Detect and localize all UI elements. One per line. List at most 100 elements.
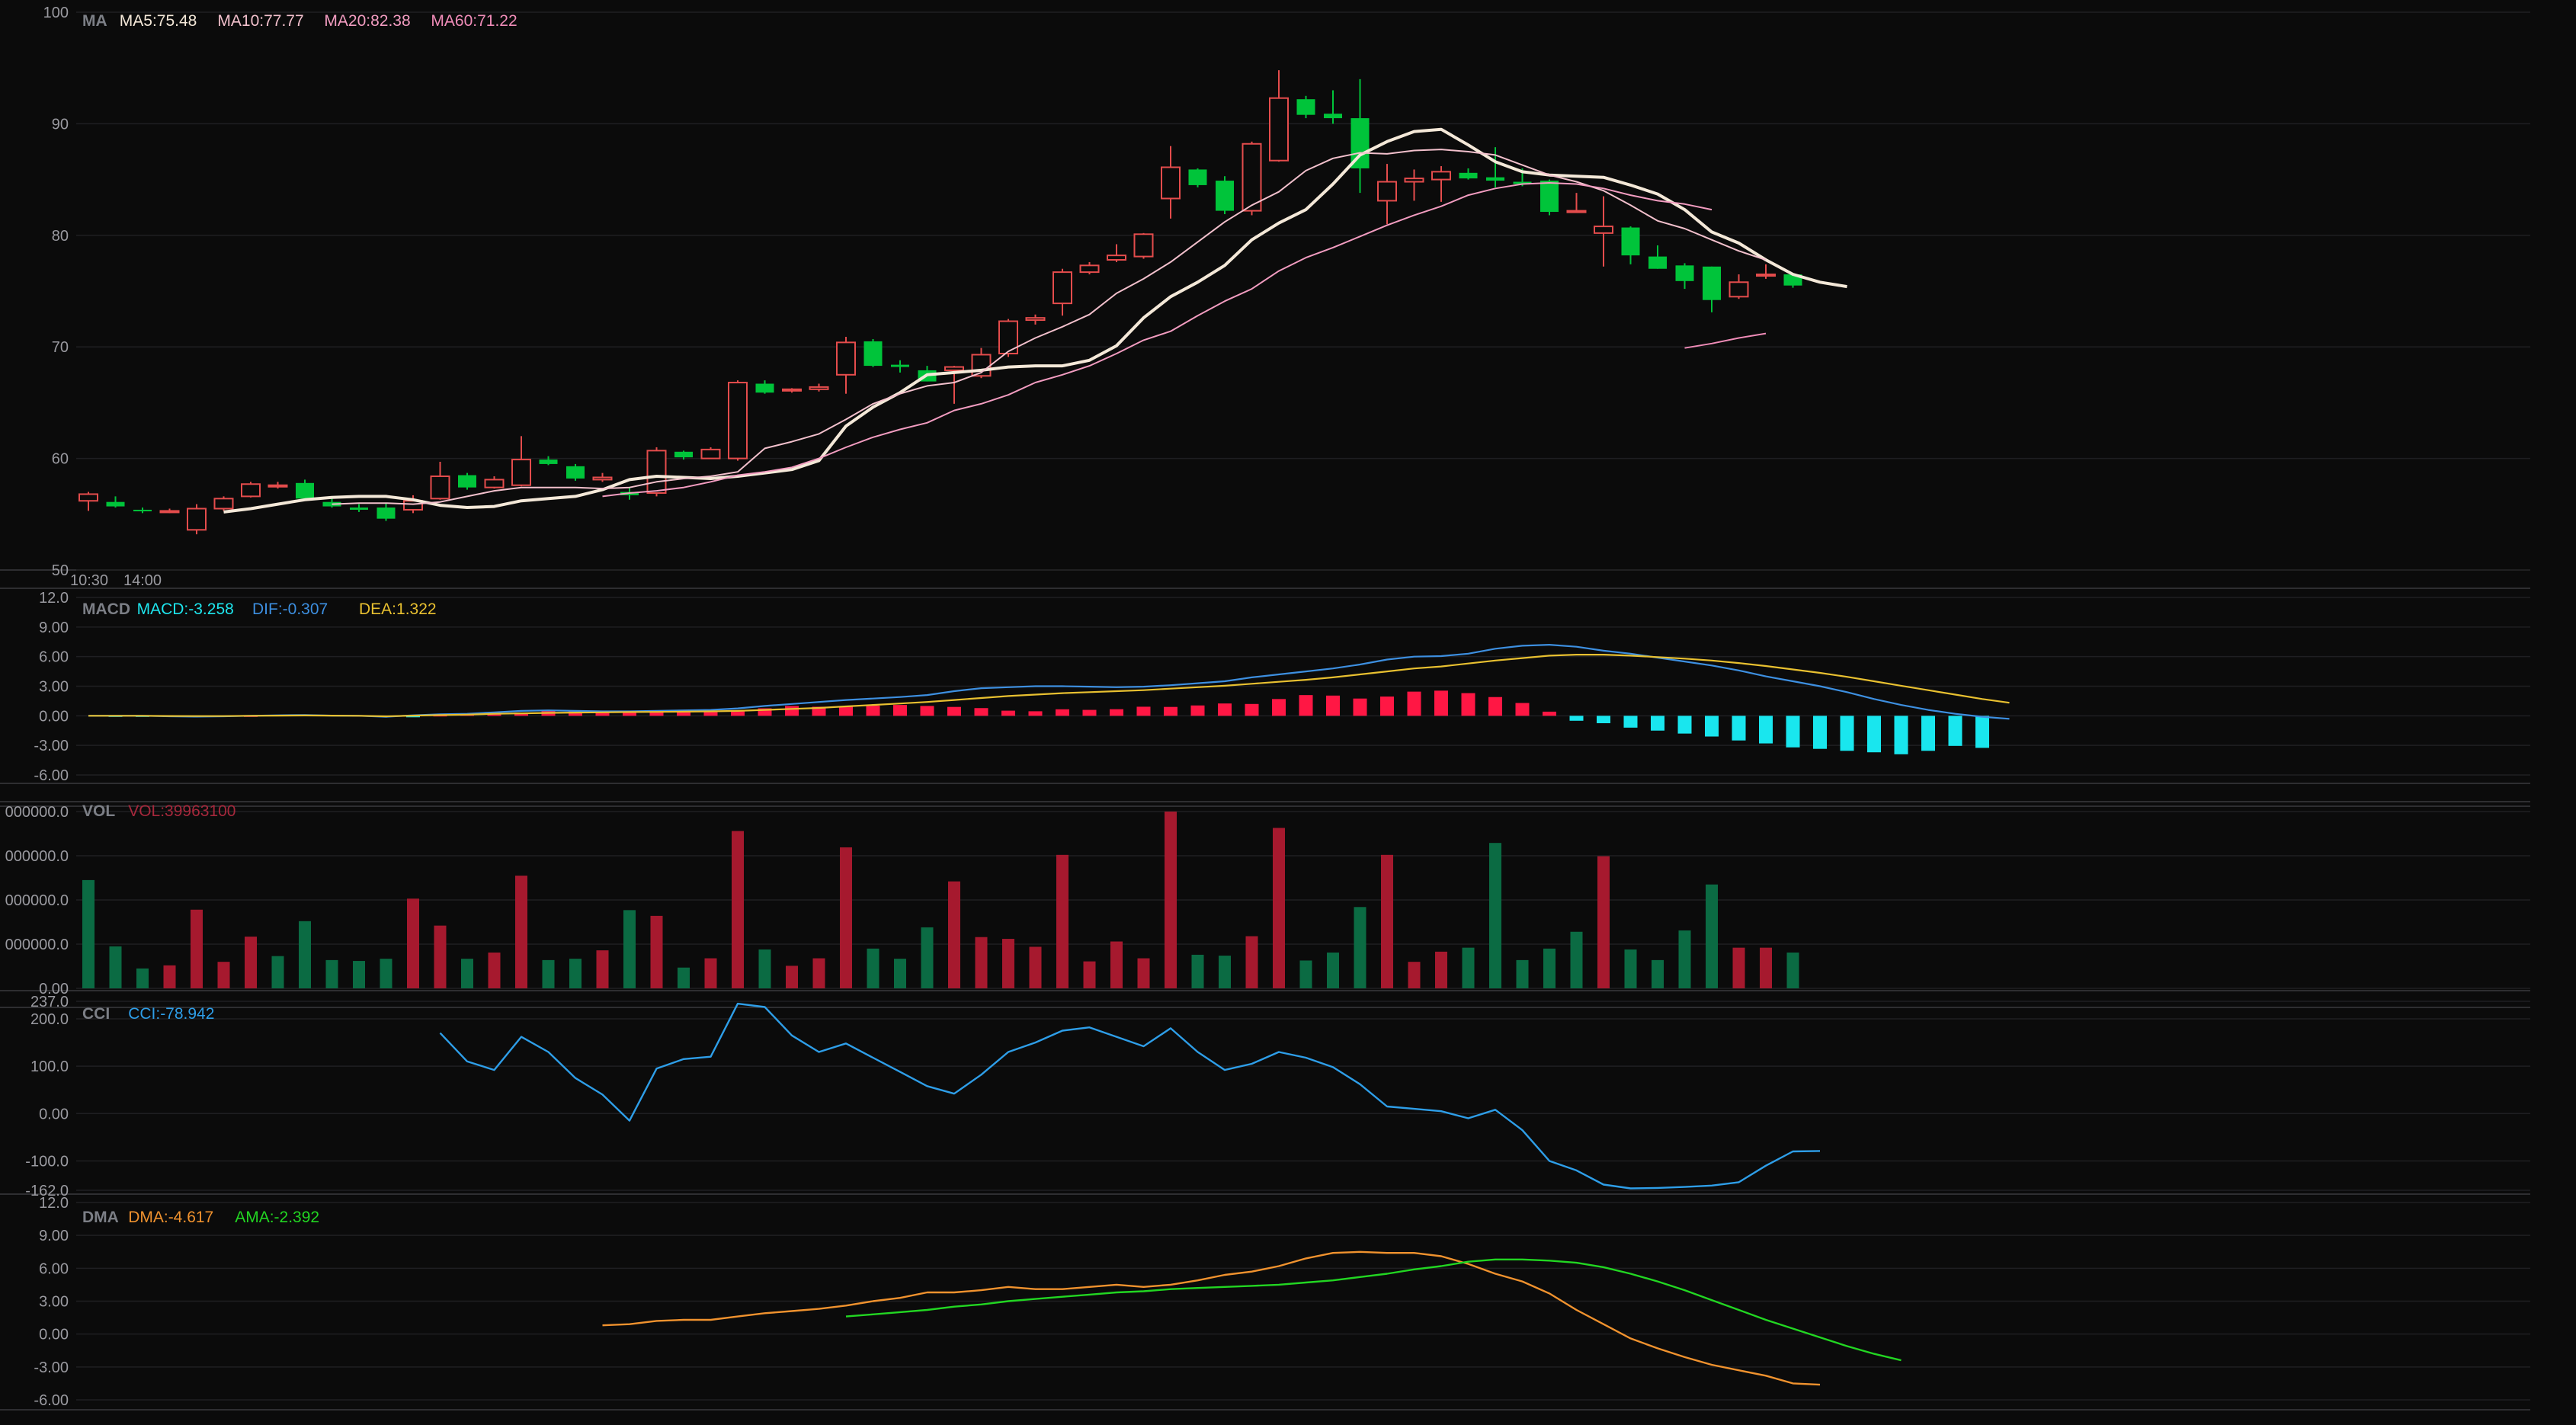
candle-body-45 [1296,99,1315,115]
ma-y-tick-3: 70 [52,339,69,356]
candle-body-5 [213,498,234,510]
ma-y-tick-2: 80 [52,228,69,245]
macd-bar-51 [1488,696,1502,716]
cci-y-tick-2: 100.0 [30,1058,69,1075]
vol-bar-46 [1327,953,1339,988]
vol-bar-28 [840,847,852,988]
grid-layer [0,11,2530,1411]
candle-body-43 [1242,142,1262,212]
candle-body-35 [1025,317,1046,322]
candle-body-16 [511,459,531,486]
vol-y-tick-2: 000000.0 [5,892,69,909]
candle-body-46 [1324,114,1342,119]
macd-bar-68 [1948,716,1962,746]
candle-body-11 [376,508,396,519]
candle-body-36 [1053,271,1072,305]
dma-y-tick-2: 6.00 [39,1260,69,1277]
candle-body-15 [484,479,505,488]
ma-legend-4: MA60:71.22 [431,12,517,30]
ma-legend-2: MA10:77.77 [217,12,303,30]
macd-bar-53 [1543,711,1556,716]
candle-body-2 [133,509,152,511]
vol-bar-35 [1029,946,1042,988]
candle-body-48 [1377,181,1397,202]
candle-body-38 [1107,255,1126,261]
macd-bar-32 [974,708,988,716]
candle-body-60 [1703,266,1721,300]
macd-bar-42 [1245,703,1259,716]
macd-y-tick-4: 0.00 [39,708,69,725]
vol-bar-22 [678,967,690,988]
candle-body-4 [187,508,207,531]
x-tick-0: 10:30 [70,572,108,589]
candle-body-6 [241,483,261,498]
vol-y-tick-3: 000000.0 [5,937,69,953]
macd-bar-39 [1164,706,1177,716]
dea-line [88,653,2010,718]
vol-y-tick-0: 000000.0 [5,804,69,821]
candle-body-9 [322,501,341,507]
vol-bar-56 [1597,856,1610,988]
macd-bar-54 [1569,716,1584,721]
macd-bar-52 [1515,703,1530,716]
candle-body-55 [1566,210,1587,213]
vol-bar-15 [488,953,501,988]
vol-bar-5 [217,962,230,988]
vol-bar-8 [299,921,311,988]
vol-bar-42 [1219,956,1231,988]
vol-bar-17 [542,959,555,988]
vol-bar-60 [1706,884,1718,988]
vol-bar-55 [1570,931,1583,988]
vol-bar-47 [1354,907,1366,988]
vol-bar-43 [1245,936,1258,988]
vol-bar-36 [1056,854,1069,988]
vol-bar-24 [732,831,744,988]
candle-body-26 [782,388,802,392]
candle-body-18 [566,466,585,479]
macd-bar-27 [839,706,853,716]
vol-bar-40 [1165,812,1177,988]
macd-bar-33 [1001,710,1015,716]
macd-bar-30 [920,706,934,716]
vol-bar-19 [596,950,609,988]
macd-bar-29 [893,705,907,716]
ma20-line [602,182,1713,498]
vol-bar-20 [623,910,636,988]
candle-body-1 [106,501,125,507]
candle-body-32 [944,366,964,371]
vol-bar-30 [894,959,906,988]
vol-legend-0: VOL [82,802,115,820]
macd-bar-11 [406,716,420,718]
macd-bar-56 [1623,716,1638,728]
cci-y-tick-5: -162.0 [25,1183,69,1199]
dma-y-tick-1: 9.00 [39,1228,69,1244]
vol-bar-2 [136,968,149,988]
ma-legend-0: MA [82,12,107,30]
series-layer [78,70,2010,1386]
cci-y-tick-4: -100.0 [25,1153,69,1170]
candle-body-39 [1133,233,1154,258]
macd-bar-41 [1218,703,1232,716]
macd-bar-58 [1677,716,1692,734]
macd-bar-25 [785,706,799,716]
macd-bar-44 [1299,695,1313,716]
macd-bar-35 [1056,709,1069,716]
candle-body-41 [1188,169,1207,185]
candle-body-44 [1269,97,1289,162]
macd-bar-26 [812,706,826,716]
macd-bar-69 [1975,716,1989,748]
vol-bar-6 [245,937,257,988]
candle-body-49 [1404,178,1424,183]
vol-bar-44 [1273,828,1285,988]
vol-bar-29 [867,948,879,988]
vol-bar-12 [407,898,419,988]
vol-bar-25 [758,949,771,988]
macd-bar-55 [1597,716,1610,724]
cci-line [439,1002,1821,1190]
macd-bar-47 [1380,696,1394,716]
macd-y-tick-0: 12.0 [39,590,69,607]
dma-y-tick-0: 12.0 [39,1195,69,1212]
candle-body-30 [891,364,909,367]
macd-legend-0: MACD [82,600,130,618]
